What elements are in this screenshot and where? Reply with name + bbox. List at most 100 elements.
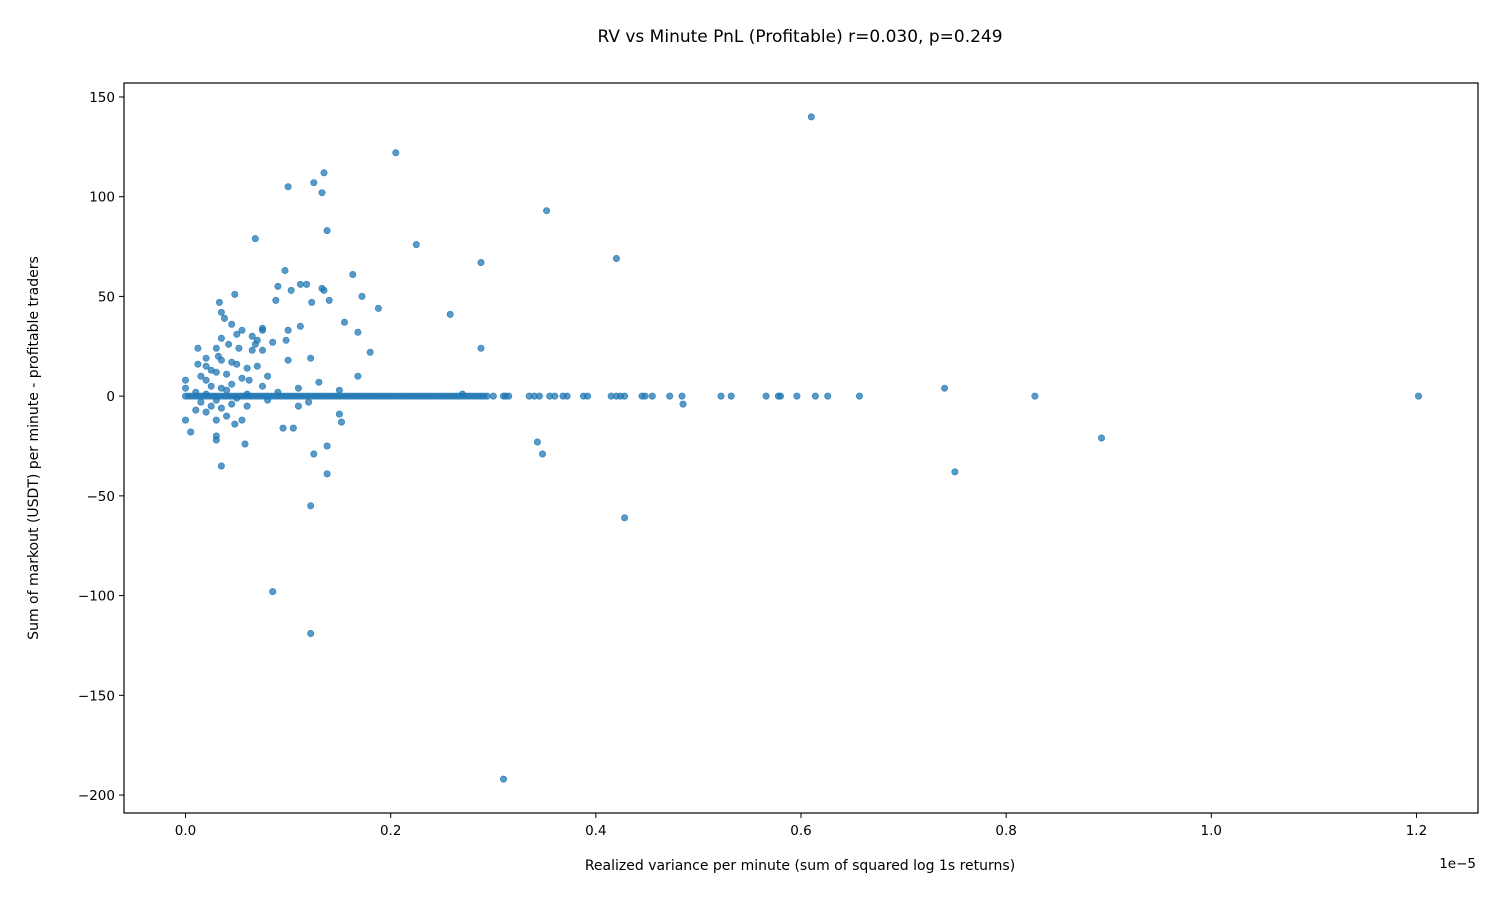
data-point xyxy=(269,588,277,596)
data-point xyxy=(182,416,190,424)
data-point xyxy=(251,235,259,243)
data-point xyxy=(318,189,326,197)
data-point xyxy=(296,280,304,288)
data-point xyxy=(284,326,292,334)
data-point xyxy=(225,340,233,348)
x-tick-label: 0.4 xyxy=(585,823,606,839)
x-axis-offset-text: 1e−5 xyxy=(1439,856,1476,872)
y-tick-label: 0 xyxy=(106,389,115,405)
data-point xyxy=(289,424,297,432)
data-point xyxy=(294,402,302,410)
data-point xyxy=(231,290,239,298)
data-point xyxy=(253,362,261,370)
data-point xyxy=(621,514,629,522)
data-point xyxy=(349,270,357,278)
data-point xyxy=(392,149,400,157)
data-point xyxy=(335,410,343,418)
data-point xyxy=(335,386,343,394)
data-point xyxy=(251,340,259,348)
x-tick-label: 0.8 xyxy=(995,823,1016,839)
y-tick-label: 150 xyxy=(89,90,115,106)
data-point xyxy=(310,179,318,187)
data-point xyxy=(182,376,190,384)
data-point xyxy=(264,372,272,380)
data-point xyxy=(584,392,592,400)
data-point xyxy=(221,314,229,322)
data-point xyxy=(477,258,485,266)
data-point xyxy=(197,372,205,380)
data-point xyxy=(641,392,649,400)
data-point xyxy=(187,428,195,436)
data-point xyxy=(1415,392,1423,400)
data-point xyxy=(308,298,316,306)
data-point xyxy=(296,322,304,330)
data-point xyxy=(1098,434,1106,442)
data-point xyxy=(323,470,331,478)
x-axis-label: Realized variance per minute (sum of squ… xyxy=(585,858,1015,874)
data-point xyxy=(621,392,629,400)
y-tick-label: −200 xyxy=(78,788,115,804)
x-tick-label: 0.2 xyxy=(380,823,401,839)
data-point xyxy=(489,392,497,400)
data-point xyxy=(358,292,366,300)
y-tick-label: 50 xyxy=(98,289,115,305)
data-point xyxy=(366,348,374,356)
data-point xyxy=(212,436,220,444)
data-point xyxy=(282,336,290,344)
data-point xyxy=(307,629,315,637)
data-point xyxy=(483,392,491,400)
data-point xyxy=(477,344,485,352)
data-point xyxy=(717,392,725,400)
data-point xyxy=(824,392,832,400)
data-point xyxy=(855,392,863,400)
data-point xyxy=(563,392,571,400)
data-point xyxy=(228,400,236,408)
data-point xyxy=(340,318,348,326)
data-point xyxy=(354,372,362,380)
data-point xyxy=(679,400,687,408)
data-point xyxy=(315,378,323,386)
data-point xyxy=(243,402,251,410)
data-point xyxy=(776,392,784,400)
data-point xyxy=(284,356,292,364)
data-point xyxy=(215,298,223,306)
data-point xyxy=(223,370,231,378)
data-point xyxy=(793,392,801,400)
data-point xyxy=(678,392,686,400)
data-point xyxy=(505,392,513,400)
data-point xyxy=(374,304,382,312)
data-point xyxy=(202,354,210,362)
data-point xyxy=(762,392,770,400)
x-axis-ticks: 0.0 0.2 0.4 0.6 0.8 1.0 1.2 xyxy=(175,813,1427,839)
data-point xyxy=(235,344,243,352)
data-point xyxy=(238,374,246,382)
data-point xyxy=(307,354,315,362)
data-point xyxy=(212,416,220,424)
data-point xyxy=(323,227,331,235)
data-point xyxy=(228,320,236,328)
data-point xyxy=(666,392,674,400)
data-point xyxy=(233,330,241,338)
data-point xyxy=(412,241,420,249)
data-point xyxy=(223,412,231,420)
data-point xyxy=(811,392,819,400)
data-point xyxy=(202,408,210,416)
data-point xyxy=(281,266,289,274)
x-tick-label: 1.2 xyxy=(1406,823,1427,839)
data-point xyxy=(258,346,266,354)
data-point xyxy=(217,404,225,412)
data-point xyxy=(305,398,313,406)
data-point xyxy=(233,360,241,368)
data-point xyxy=(192,406,200,414)
chart-title: RV vs Minute PnL (Profitable) r=0.030, p… xyxy=(597,27,1002,47)
data-point xyxy=(446,310,454,318)
y-tick-label: 100 xyxy=(89,190,115,206)
data-point xyxy=(207,402,215,410)
data-point xyxy=(1031,392,1039,400)
data-point xyxy=(231,420,239,428)
data-point xyxy=(727,392,735,400)
data-points xyxy=(182,113,1423,783)
data-point xyxy=(228,380,236,388)
